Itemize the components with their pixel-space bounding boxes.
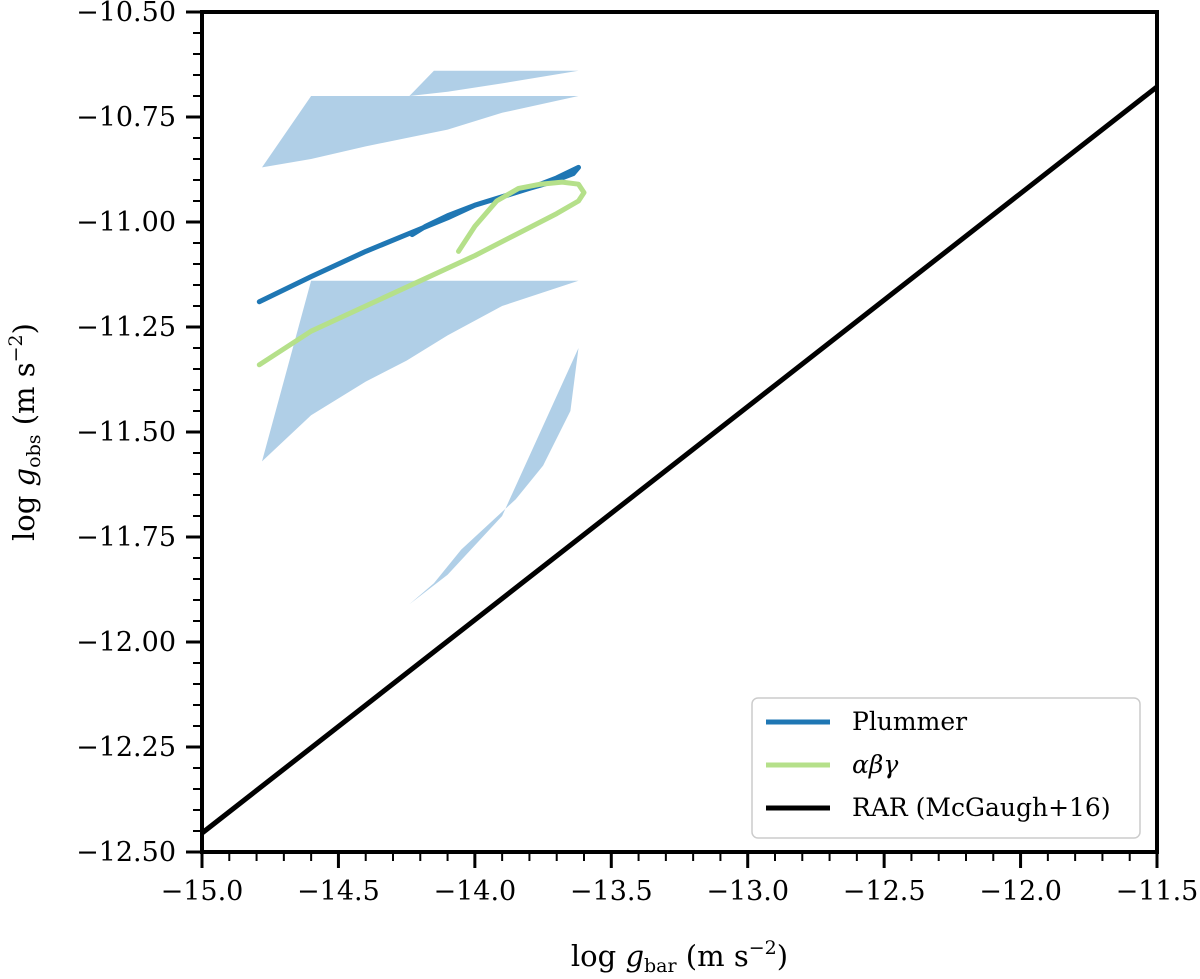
x-tick-label: −13.0 <box>706 876 789 907</box>
band-0-0 <box>262 96 579 462</box>
legend-label: RAR (McGaugh+16) <box>852 793 1111 822</box>
y-tick-label: −11.00 <box>76 207 176 238</box>
x-label-sub: bar <box>644 955 677 977</box>
x-tick-label: −12.5 <box>843 876 926 907</box>
ticks-layer: −15.0 −14.5 −14.0 −13.5 −13.0 −12.5 −12.0 −11.5… <box>76 0 1198 907</box>
x-tick-label: −14.5 <box>297 876 380 907</box>
x-label-var: g <box>625 939 644 973</box>
x-axis-label: log gbar (m s−2) <box>571 937 788 977</box>
x-tick-label: −11.5 <box>1116 876 1199 907</box>
lines-layer <box>202 84 1157 836</box>
series-line-0 <box>256 164 581 305</box>
series-line-1 <box>256 179 587 368</box>
y-label-var: g <box>7 468 41 487</box>
y-tick-label: −11.25 <box>76 312 176 343</box>
legend-box <box>751 697 1141 839</box>
y-tick-label: −10.50 <box>76 0 176 28</box>
legend-label: αβγ <box>852 750 898 779</box>
y-tick-label: −12.25 <box>76 732 176 763</box>
band-0-1 <box>409 70 579 605</box>
y-tick-label: −11.50 <box>76 417 176 448</box>
y-label-close: ) <box>7 323 41 334</box>
y-label-prefix: log <box>7 486 41 541</box>
plot-frame <box>200 10 1159 854</box>
y-axis-label: log gobs (m s−2) <box>5 323 45 541</box>
x-tick-label: −12.0 <box>979 876 1062 907</box>
series-line-2 <box>202 84 1157 836</box>
y-label-unit: (m s <box>7 362 41 434</box>
legend: Plummer αβγ RAR (McGaugh+16) <box>751 697 1141 839</box>
x-label-close: ) <box>777 939 788 973</box>
x-label-unit: (m s <box>677 939 749 973</box>
y-label-sub: obs <box>23 435 45 468</box>
x-label-prefix: log <box>571 939 626 973</box>
legend-label: Plummer <box>852 707 967 736</box>
y-tick-label: −12.00 <box>76 627 176 658</box>
y-label-sup: −2 <box>5 334 27 362</box>
x-label-sup: −2 <box>749 937 777 959</box>
x-tick-label: −15.0 <box>161 876 244 907</box>
y-tick-label: −12.50 <box>76 837 176 868</box>
bands-layer <box>262 70 579 605</box>
x-tick-label: −14.0 <box>433 876 516 907</box>
x-tick-label: −13.5 <box>570 876 653 907</box>
y-tick-label: −10.75 <box>76 102 176 133</box>
y-tick-label: −11.75 <box>76 522 176 553</box>
